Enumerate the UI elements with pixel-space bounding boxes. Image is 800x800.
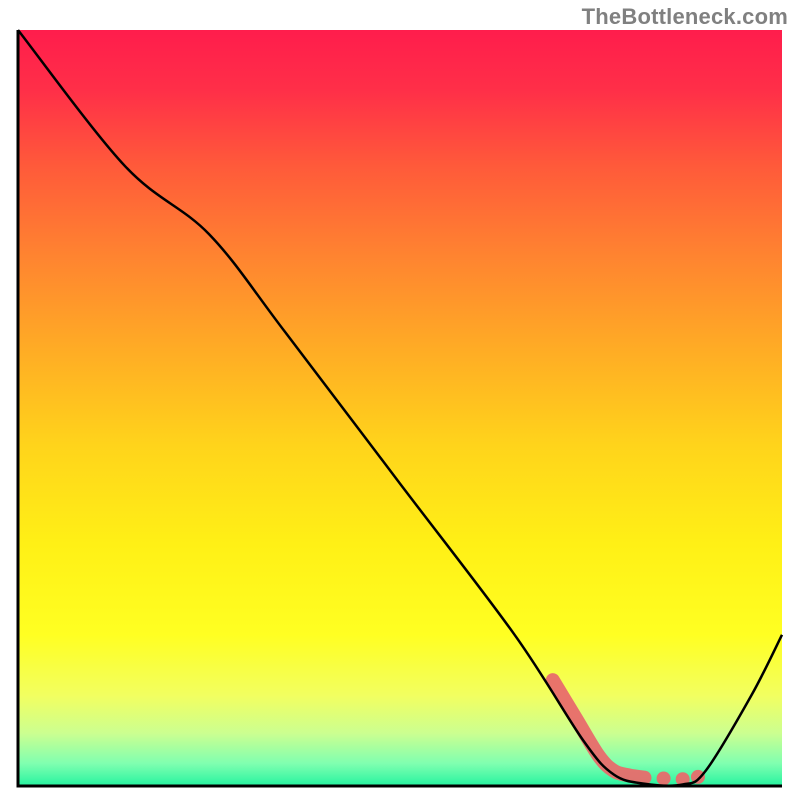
- gradient-background: [18, 30, 782, 786]
- chart-svg: [0, 0, 800, 800]
- plot-area: [18, 30, 782, 786]
- chart-container: TheBottleneck.com: [0, 0, 800, 800]
- watermark-text: TheBottleneck.com: [582, 4, 788, 30]
